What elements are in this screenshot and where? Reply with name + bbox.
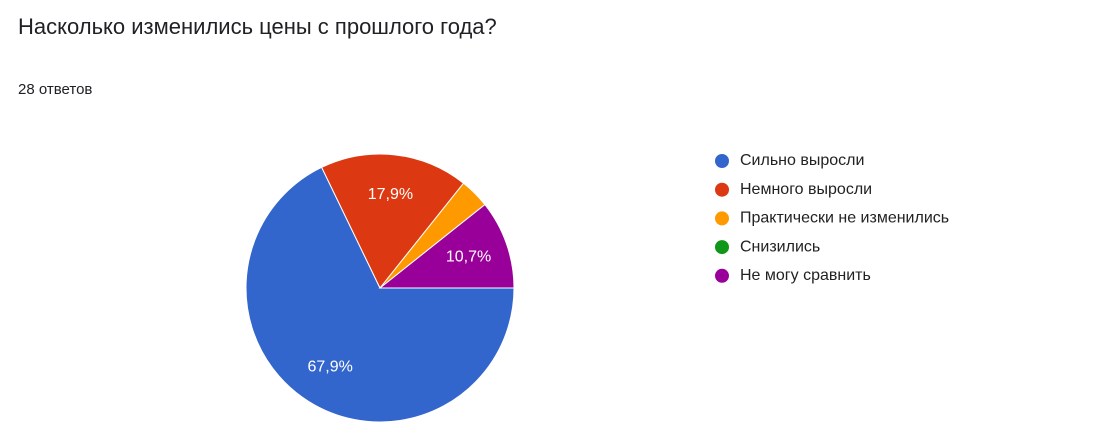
slice-label: 17,9%: [368, 186, 413, 203]
pie-slice: [378, 203, 515, 289]
chart-title: Насколько изменились цены с прошлого год…: [18, 14, 497, 39]
legend-marker: [715, 240, 729, 255]
legend-marker: [715, 211, 729, 226]
legend-marker: [715, 182, 729, 197]
pie-slice: [321, 153, 465, 289]
legend-marker: [715, 268, 729, 283]
slice-label: 67,9%: [307, 359, 352, 376]
legend-label: Немного выросли: [740, 181, 872, 198]
legend-label: Снизились: [740, 238, 820, 255]
legend-marker: [715, 154, 729, 168]
slice-label: 10,7%: [446, 248, 491, 265]
legend-label: Не могу сравнить: [740, 267, 871, 284]
response-count: 28 ответов: [18, 81, 92, 98]
legend-label: Практически не изменились: [740, 210, 949, 227]
pie-slice: [245, 166, 515, 423]
legend-label: Сильно выросли: [740, 152, 864, 169]
